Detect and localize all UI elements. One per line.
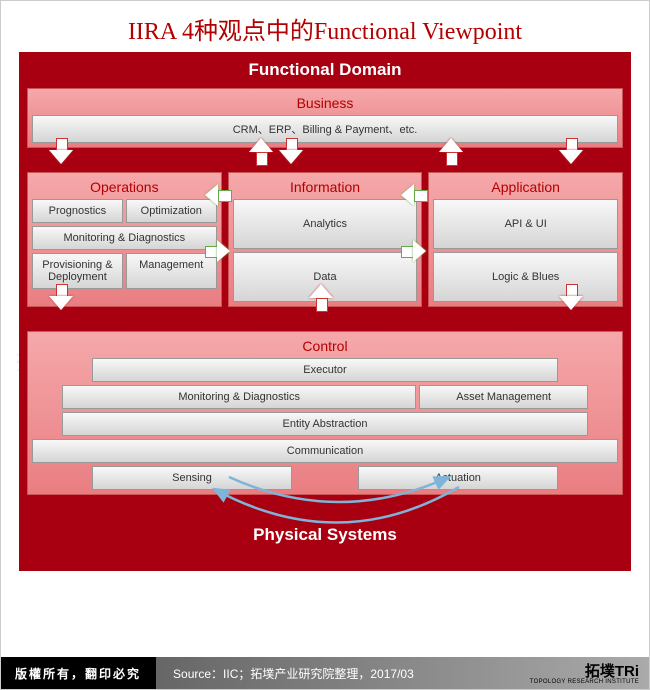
information-title: Information	[233, 177, 418, 199]
arrow-down-icon	[49, 138, 73, 164]
arrow-left-icon	[205, 184, 231, 206]
info-analytics: Analytics	[233, 199, 418, 249]
arrow-up-icon	[309, 284, 333, 310]
copyright-text: 版權所有，翻印必究	[1, 665, 155, 682]
application-section: Application API & UI Logic & Blues	[428, 172, 623, 307]
ops-monitoring: Monitoring & Diagnostics	[32, 226, 217, 250]
ctrl-entity: Entity Abstraction	[62, 412, 588, 436]
logo-sub: TOPOLOGY RESEARCH INSTITUTE	[530, 679, 639, 685]
arrow-up-icon	[249, 138, 273, 164]
physical-systems: Physical Systems	[19, 501, 631, 563]
brand-logo: 拓墣TRi TOPOLOGY RESEARCH INSTITUTE	[530, 664, 639, 685]
arrow-down-icon	[559, 284, 583, 310]
control-title: Control	[32, 336, 618, 358]
ops-prognostics: Prognostics	[32, 199, 123, 223]
ctrl-executor: Executor	[92, 358, 558, 382]
ctrl-actuation: Actuation	[358, 466, 558, 490]
logo-main: 拓墣TRi	[585, 663, 639, 680]
arrow-right-icon	[401, 240, 427, 262]
app-logic: Logic & Blues	[433, 252, 618, 302]
business-section: Business CRM、ERP、Billing & Payment、etc.	[27, 88, 623, 148]
page-title: IIRA 4种观点中的Functional Viewpoint	[1, 1, 649, 52]
operations-title: Operations	[32, 177, 217, 199]
ops-provisioning: Provisioning & Deployment	[32, 253, 123, 289]
arrow-up-icon	[439, 138, 463, 164]
business-title: Business	[32, 93, 618, 115]
arrow-down-icon	[559, 138, 583, 164]
application-title: Application	[433, 177, 618, 199]
ctrl-monitoring: Monitoring & Diagnostics	[62, 385, 416, 409]
ctrl-asset: Asset Management	[419, 385, 588, 409]
arrow-right-icon	[205, 240, 231, 262]
app-api-ui: API & UI	[433, 199, 618, 249]
arrow-left-icon	[401, 184, 427, 206]
business-content: CRM、ERP、Billing & Payment、etc.	[32, 115, 618, 143]
control-section: Control Executor Monitoring & Diagnostic…	[27, 331, 623, 495]
ops-management: Management	[126, 253, 217, 289]
arrow-down-icon	[279, 138, 303, 164]
domain-title: Functional Domain	[19, 52, 631, 88]
ctrl-comm: Communication	[32, 439, 618, 463]
functional-domain: Functional Domain Business CRM、ERP、Billi…	[19, 52, 631, 571]
ops-optimization: Optimization	[126, 199, 217, 223]
diagram-page: 拓墣TRi 拓墣TRi 拓墣TRi 拓墣TRi 拓墣TRi 拓墣TRi IIRA…	[0, 0, 650, 690]
source-text: Source：IIC；拓墣产业研究院整理，2017/03	[155, 665, 414, 682]
arrow-down-icon	[49, 284, 73, 310]
ctrl-sensing: Sensing	[92, 466, 292, 490]
